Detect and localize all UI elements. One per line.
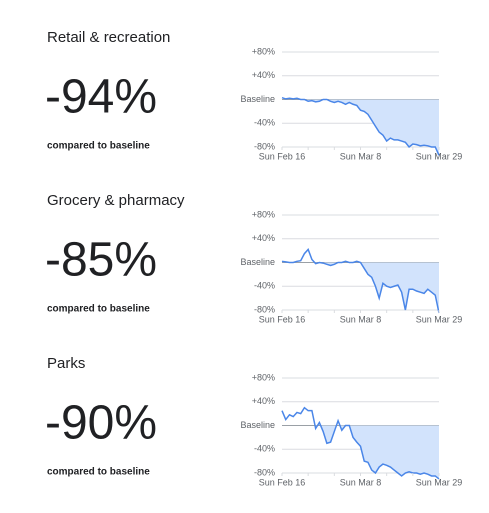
y-tick-label: +40% xyxy=(252,396,275,406)
y-tick-label: Baseline xyxy=(240,94,275,104)
stat-subtitle: compared to baseline xyxy=(47,467,150,478)
area xyxy=(282,262,439,313)
stat-value: -90% xyxy=(45,397,157,450)
stat-value: -94% xyxy=(45,71,157,124)
y-tick-label: -40% xyxy=(254,444,275,454)
area xyxy=(282,99,439,156)
x-tick-label: Sun Mar 8 xyxy=(340,314,382,324)
stat-subtitle: compared to baseline xyxy=(47,141,150,152)
stat-subtitle: compared to baseline xyxy=(47,304,150,315)
x-tick-label: Sun Feb 16 xyxy=(259,151,306,161)
x-tick-label: Sun Mar 8 xyxy=(340,151,382,161)
area xyxy=(282,425,439,479)
stat-value: -85% xyxy=(45,234,157,287)
y-tick-label: +40% xyxy=(252,233,275,243)
x-tick-label: Sun Feb 16 xyxy=(259,314,306,324)
series-line xyxy=(281,248,440,314)
x-tick-label: Sun Mar 29 xyxy=(416,477,463,487)
y-tick-label: +80% xyxy=(252,46,275,56)
x-tick-label: Sun Mar 8 xyxy=(340,477,382,487)
panel: Retail & recreation -94% compared to basel… xyxy=(45,29,462,161)
y-tick-label: +80% xyxy=(252,372,275,382)
y-tick-label: +80% xyxy=(252,209,275,219)
panel: Grocery & pharmacy -85% compared to baseli… xyxy=(45,192,462,324)
y-tick-label: -80% xyxy=(254,141,275,151)
y-tick-label: -80% xyxy=(254,467,275,477)
y-tick-label: +40% xyxy=(252,70,275,80)
y-tick-label: -40% xyxy=(254,281,275,291)
panel: Parks -90% compared to baseline +80% +40% Bas… xyxy=(45,355,462,487)
y-tick-label: Baseline xyxy=(240,420,275,430)
series-line xyxy=(281,97,440,156)
panel-title: Retail & recreation xyxy=(47,29,170,46)
x-tick-label: Sun Mar 29 xyxy=(416,314,463,324)
y-tick-label: Baseline xyxy=(240,257,275,267)
x-tick-label: Sun Feb 16 xyxy=(259,477,306,487)
y-tick-label: -40% xyxy=(254,118,275,128)
panel-title: Grocery & pharmacy xyxy=(47,192,185,209)
x-tick-label: Sun Mar 29 xyxy=(416,151,463,161)
y-tick-label: -80% xyxy=(254,304,275,314)
panel-title: Parks xyxy=(47,355,85,372)
